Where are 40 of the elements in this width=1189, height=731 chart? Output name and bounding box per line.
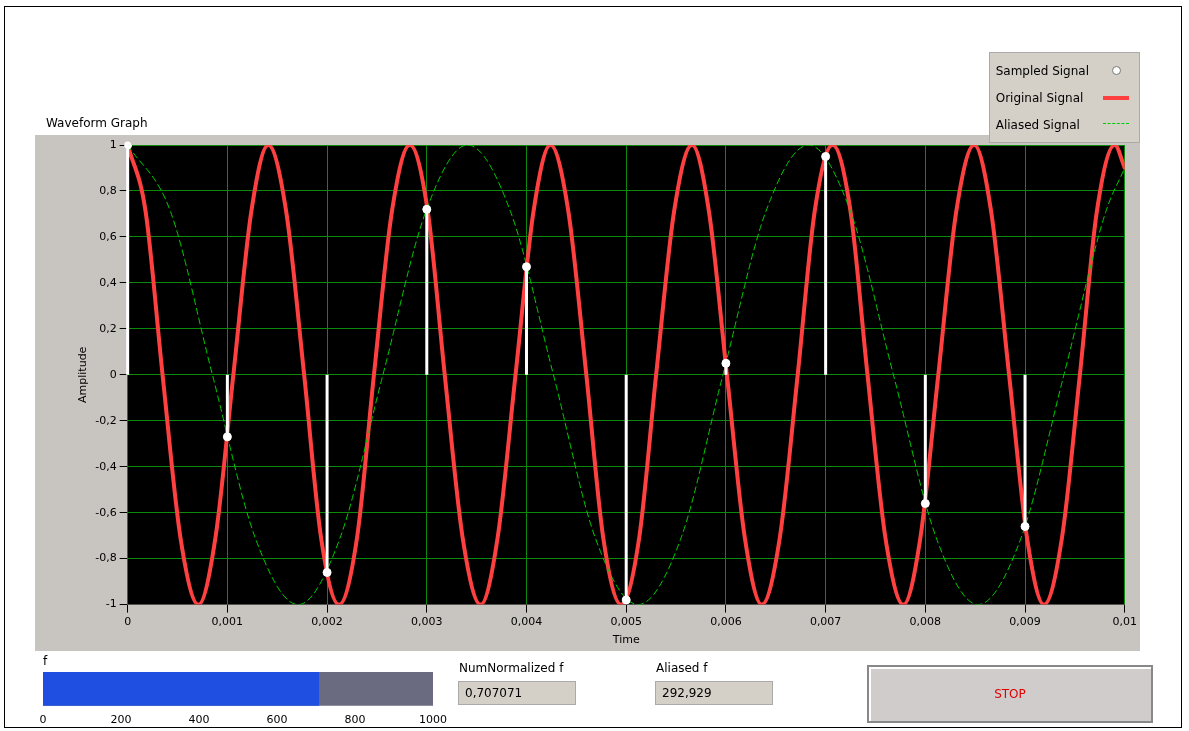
x-tick-label: 600 <box>266 713 288 727</box>
x-tick-label: 0,002 <box>311 615 343 629</box>
x-tick-label: 0,005 <box>610 615 642 629</box>
x-tick-label: 1000 <box>419 713 447 727</box>
legend-label: Sampled Signal <box>995 63 1089 78</box>
x-tick-label: 0,009 <box>1009 615 1041 629</box>
x-tick-label: 0,008 <box>909 615 942 629</box>
text: NumNormalized f <box>459 661 564 675</box>
y-tick-label: 0,4 <box>99 275 117 289</box>
y-tick-label: 0 <box>109 367 117 381</box>
text: 292,929 <box>655 681 773 705</box>
chart-title: Waveform Graph <box>46 116 148 130</box>
text: Aliased f <box>656 661 708 675</box>
x-tick-label: 0,007 <box>809 615 842 629</box>
x-axis-title: Time <box>611 633 640 647</box>
y-tick-label: 0,6 <box>99 229 117 243</box>
y-tick-label: 0,2 <box>99 321 117 335</box>
y-tick-label: -0,4 <box>95 459 117 473</box>
legend-label: Aliased Signal <box>995 117 1080 132</box>
y-tick-label: 1 <box>109 137 117 151</box>
chart-title: f <box>43 654 48 668</box>
x-tick-label: 800 <box>344 713 366 727</box>
x-tick-label: 0,004 <box>510 615 543 629</box>
y-tick-label: -0,8 <box>95 551 117 565</box>
x-tick-label: 0 <box>39 713 47 727</box>
x-tick-label: 200 <box>110 713 132 727</box>
x-tick-label: 0 <box>124 615 132 629</box>
x-tick-label: 400 <box>188 713 210 727</box>
y-axis-title: Amplitude <box>76 346 90 403</box>
legend-label: Original Signal <box>995 90 1084 105</box>
x-tick-label: 0,006 <box>710 615 742 629</box>
y-tick-label: 0,8 <box>99 183 117 197</box>
text: 0,707071 <box>458 681 576 705</box>
x-tick-label: 0,003 <box>411 615 443 629</box>
x-tick-label: 0,01 <box>1112 615 1137 629</box>
text: STOP <box>867 665 1153 723</box>
y-tick-label: -0,2 <box>95 413 117 427</box>
x-tick-label: 0,001 <box>211 615 244 629</box>
y-tick-label: -0,6 <box>95 505 117 519</box>
y-tick-label: -1 <box>105 597 117 611</box>
